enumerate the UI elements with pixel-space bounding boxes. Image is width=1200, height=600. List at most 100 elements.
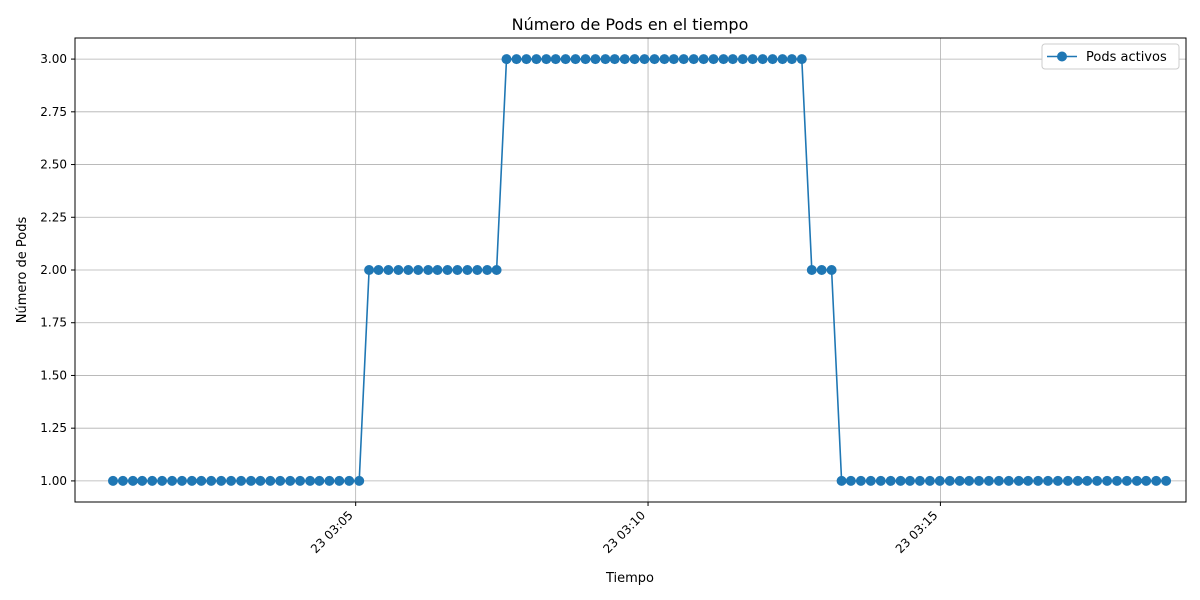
data-point (993, 475, 1004, 486)
data-point (590, 54, 601, 65)
x-axis-label: Tiempo (605, 571, 654, 586)
data-point (550, 54, 561, 65)
data-point (255, 475, 266, 486)
data-point (344, 475, 355, 486)
legend-label-pods-activos: Pods activos (1086, 50, 1167, 65)
data-point (482, 265, 493, 275)
series-points-pods-activos (108, 54, 1172, 486)
data-point (639, 54, 650, 65)
chart-title: Número de Pods en el tiempo (512, 15, 749, 34)
data-point (954, 475, 965, 486)
data-point (964, 475, 975, 486)
data-point (600, 54, 611, 65)
data-point (1151, 475, 1162, 486)
grid-lines (75, 38, 1186, 502)
data-point (137, 475, 148, 486)
data-point (531, 54, 542, 65)
legend: Pods activos (1041, 43, 1180, 70)
data-point (619, 54, 630, 65)
data-point (786, 54, 797, 65)
data-point (452, 265, 463, 275)
data-point (1121, 475, 1132, 486)
data-point (1023, 475, 1034, 486)
data-point (147, 475, 158, 486)
data-point (826, 265, 837, 275)
data-point (1062, 475, 1073, 486)
data-point (816, 265, 827, 275)
data-point (629, 54, 640, 65)
data-point (295, 475, 306, 486)
data-point (668, 54, 679, 65)
y-tick-label: 2.50 (40, 158, 67, 172)
data-point (305, 475, 316, 486)
data-point (383, 265, 394, 275)
data-point (914, 475, 925, 486)
data-point (1141, 475, 1152, 486)
data-point (845, 475, 856, 486)
data-point (806, 265, 817, 275)
data-point (727, 54, 738, 65)
data-point (1003, 475, 1014, 486)
data-point (472, 265, 483, 275)
y-tick-label: 2.75 (40, 105, 67, 119)
data-point (186, 475, 197, 486)
data-point (974, 475, 984, 486)
y-tick-label: 1.50 (40, 368, 67, 382)
data-point (117, 475, 128, 486)
data-point (560, 54, 571, 65)
data-point (1112, 475, 1122, 486)
data-point (373, 265, 384, 275)
data-point (423, 265, 434, 275)
data-point (1082, 475, 1093, 486)
data-point (1102, 475, 1113, 486)
data-point (718, 54, 729, 65)
data-point (226, 475, 237, 486)
data-point (1033, 475, 1044, 486)
data-point (649, 54, 660, 65)
data-point (157, 475, 168, 486)
data-point (580, 54, 591, 65)
data-point (491, 265, 502, 275)
y-tick-label: 1.00 (40, 474, 67, 488)
y-tick-label: 3.00 (40, 52, 67, 66)
data-point (796, 54, 807, 65)
data-point (757, 54, 768, 65)
data-point (905, 475, 915, 486)
data-point (708, 54, 719, 65)
data-point (885, 475, 896, 486)
data-point (521, 54, 532, 65)
data-point (442, 265, 453, 275)
data-point (314, 475, 325, 486)
data-point (167, 475, 178, 486)
data-point (177, 475, 187, 486)
data-point (1043, 475, 1053, 486)
data-point (1052, 475, 1063, 486)
data-point (895, 475, 906, 486)
data-point (403, 265, 414, 275)
data-point (865, 475, 876, 486)
data-point (747, 54, 758, 65)
data-point (393, 265, 404, 275)
data-point (767, 54, 778, 65)
data-point (108, 475, 118, 486)
data-point (688, 54, 699, 65)
data-point (983, 475, 994, 486)
data-point (246, 475, 256, 486)
data-point (206, 475, 217, 486)
y-tick-label: 2.00 (40, 263, 67, 277)
data-point (236, 475, 247, 486)
data-point (324, 475, 335, 486)
data-point (364, 265, 375, 275)
data-point (462, 265, 473, 275)
data-point (855, 475, 866, 486)
data-point (570, 54, 581, 65)
data-point (1131, 475, 1142, 486)
y-tick-label: 2.25 (40, 210, 67, 224)
data-point (836, 475, 847, 486)
data-point (354, 475, 365, 486)
data-point (334, 475, 345, 486)
data-point (1013, 475, 1024, 486)
data-point (698, 54, 709, 65)
data-point (659, 54, 670, 65)
legend-marker-pods-activos (1057, 51, 1067, 62)
